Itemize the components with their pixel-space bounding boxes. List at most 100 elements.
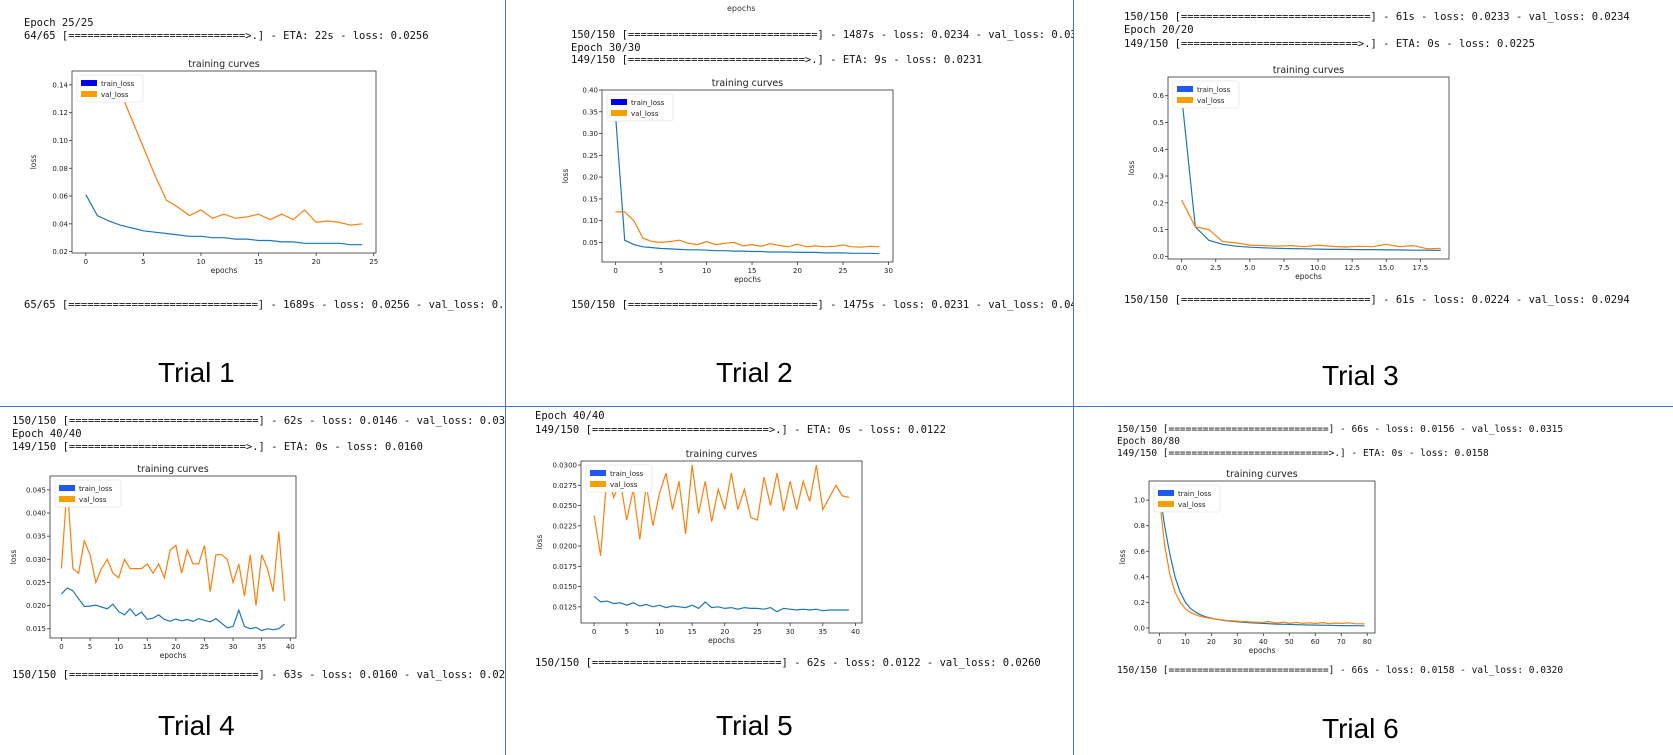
console-line: Epoch 30/30	[571, 42, 641, 54]
x-tick-label: 20	[312, 258, 321, 266]
chart-title: training curves	[712, 78, 783, 89]
trial-panel-2: epochs 150/150 [========================…	[506, 0, 1073, 406]
y-tick-label: 0.06	[52, 193, 68, 201]
chart-title: training curves	[137, 464, 208, 475]
x-tick-label: 17.5	[1413, 264, 1429, 272]
y-tick-label: 0.30	[582, 130, 598, 138]
x-tick-label: 20	[793, 267, 802, 275]
console-line: 64/65 [============================>.] -…	[24, 30, 429, 42]
y-tick-label: 0.0300	[553, 462, 578, 470]
y-tick-label: 0.4	[1153, 146, 1165, 154]
x-tick-label: 0	[1157, 638, 1161, 646]
series-line-val-loss	[615, 211, 880, 248]
x-tick-label: 25	[753, 628, 762, 636]
y-tick-label: 0.40	[582, 87, 598, 95]
x-tick-label: 20	[720, 628, 729, 636]
chart-title: training curves	[686, 449, 757, 460]
legend-swatch	[1158, 501, 1174, 507]
legend-swatch	[81, 91, 97, 97]
console-line: 150/150 [==============================]…	[1124, 294, 1630, 306]
y-tick-label: 0.0	[1134, 624, 1145, 632]
legend-label: train_loss	[1197, 86, 1231, 94]
x-tick-label: 10	[655, 628, 664, 636]
console-line: 149/150 [============================>.]…	[571, 54, 982, 66]
series-line-val-loss	[1181, 199, 1441, 250]
x-tick-label: 10.0	[1310, 264, 1326, 272]
y-tick-label: 0.0225	[553, 522, 578, 530]
x-tick-label: 60	[1311, 638, 1320, 646]
chart-title: training curves	[1273, 65, 1344, 76]
x-axis-label: epochs	[1249, 646, 1276, 655]
training-curves-chart: training curves 0.0 2.5 5.0 7.5 10.0 12.5 15.0 1…	[1128, 65, 1450, 281]
y-tick-label: 0.25	[582, 152, 598, 160]
y-tick-label: 0.2	[1134, 599, 1145, 607]
y-tick-label: 0.045	[26, 486, 46, 494]
x-axis-label: epochs	[211, 266, 238, 275]
x-tick-label: 20	[171, 643, 180, 651]
x-tick-label: 30	[1233, 638, 1242, 646]
trial-label: Trial 6	[1322, 713, 1399, 744]
x-tick-label: 15	[688, 628, 697, 636]
console-line: 65/65 [==============================] -…	[24, 299, 505, 311]
x-axis-label: epochs	[734, 275, 761, 284]
series-line-train-loss	[85, 194, 363, 246]
series-line-train-loss	[593, 595, 849, 613]
panel-divider-horizontal	[0, 406, 1673, 407]
x-tick-label: 40	[851, 628, 860, 636]
x-tick-label: 10	[1181, 638, 1190, 646]
legend-label: train_loss	[101, 80, 135, 88]
trial-label: Trial 2	[716, 357, 793, 388]
y-tick-label: 0.15	[582, 195, 598, 203]
x-tick-label: 10	[114, 643, 123, 651]
trial-label: Trial 3	[1322, 360, 1399, 391]
x-tick-label: 5	[141, 258, 145, 266]
console-line: 150/150 [============================] -…	[1117, 424, 1564, 435]
console-line: Epoch 80/80	[1117, 436, 1180, 447]
training-curves-chart: training curves 0 5 10 15 20 25 0.02 0.04 0.06 0.0…	[30, 59, 378, 275]
x-tick-label: 20	[1207, 638, 1216, 646]
y-tick-label: 0.0125	[553, 603, 578, 611]
console-line: 149/150 [============================>.]…	[1124, 38, 1535, 50]
y-tick-label: 0.0200	[553, 543, 578, 551]
y-tick-label: 0.10	[582, 217, 598, 225]
x-tick-label: 5	[625, 628, 629, 636]
legend-label: val_loss	[1197, 97, 1225, 105]
y-tick-label: 0.12	[52, 109, 68, 117]
console-line: 150/150 [==============================]…	[1124, 11, 1630, 23]
x-tick-label: 15	[254, 258, 263, 266]
series-line-val-loss	[593, 464, 850, 556]
x-tick-label: 30	[786, 628, 795, 636]
y-tick-label: 1.0	[1134, 497, 1145, 505]
y-axis-label: loss	[1128, 161, 1136, 176]
legend-swatch	[59, 485, 75, 491]
panel-divider-vertical-1	[505, 0, 506, 755]
y-axis-label: loss	[562, 169, 570, 184]
x-tick-label: 0	[613, 267, 617, 275]
y-tick-label: 0.02	[52, 248, 68, 256]
y-tick-label: 0.6	[1153, 92, 1165, 100]
legend: train_loss val_loss	[585, 464, 653, 493]
console-line: 149/150 [============================>.]…	[12, 441, 423, 453]
y-tick-label: 0.030	[26, 556, 46, 564]
x-axis-label: epochs	[160, 651, 187, 660]
legend-label: train_loss	[1178, 490, 1212, 498]
y-tick-label: 0.025	[26, 579, 46, 587]
x-tick-label: 0.0	[1176, 264, 1187, 272]
console-line: 150/150 [==============================]…	[535, 657, 1041, 669]
trial-label: Trial 5	[716, 710, 793, 741]
x-tick-label: 30	[884, 267, 893, 275]
legend-label: train_loss	[79, 485, 113, 493]
legend: train_loss val_loss	[606, 93, 674, 122]
legend-label: val_loss	[1178, 501, 1206, 509]
legend-label: val_loss	[610, 481, 638, 489]
legend-swatch	[611, 110, 627, 116]
y-tick-label: 0.040	[26, 510, 46, 518]
y-tick-label: 0.5	[1153, 119, 1164, 127]
y-axis-label: loss	[1119, 550, 1127, 565]
x-axis-label: epochs	[1295, 272, 1322, 281]
x-tick-label: 15.0	[1378, 264, 1394, 272]
y-tick-label: 0.015	[26, 625, 46, 633]
x-tick-label: 10	[702, 267, 711, 275]
y-tick-label: 0.4	[1134, 573, 1146, 581]
legend-label: val_loss	[79, 496, 107, 504]
